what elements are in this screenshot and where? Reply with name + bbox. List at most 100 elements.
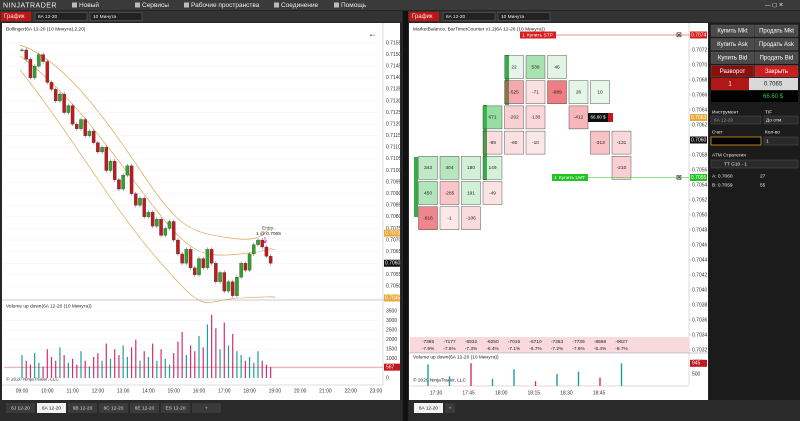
footprint-cell <box>525 130 546 155</box>
time-label: 09:00 <box>16 388 29 394</box>
chart-tab[interactable] <box>409 12 439 21</box>
footprint-value: -71 <box>532 89 539 95</box>
menu-item[interactable]: Рабочие пространства <box>191 1 260 9</box>
menu-item[interactable]: Сервисы <box>142 2 169 9</box>
candle <box>70 105 75 125</box>
candle <box>49 82 54 90</box>
order-button[interactable] <box>710 24 755 37</box>
order-button[interactable] <box>710 65 755 78</box>
instrument-select[interactable] <box>442 12 496 21</box>
order-button-label: Купить Bid <box>718 56 747 62</box>
candle <box>260 239 264 248</box>
volume-bar <box>198 335 200 378</box>
instrument-tab[interactable] <box>192 403 221 413</box>
volume-bar <box>164 358 166 378</box>
instrument-tab-label: 6A 12-20 <box>419 405 439 411</box>
footprint-cell <box>590 130 610 155</box>
interval-select[interactable] <box>89 12 143 21</box>
instrument-select[interactable] <box>710 115 762 125</box>
order-button[interactable] <box>754 65 799 78</box>
candle <box>197 258 201 275</box>
chart-tab[interactable] <box>1 12 31 21</box>
candle <box>37 54 41 67</box>
order-tag[interactable] <box>520 31 556 39</box>
instrument-tab[interactable] <box>6 403 35 413</box>
price-tick-label: 0.7150 <box>386 52 402 58</box>
volume-tick-label: 0 <box>386 375 389 381</box>
instrument-tab-label: 6J 12-20 <box>11 405 30 411</box>
order-cancel[interactable]: ⊠ <box>676 174 682 181</box>
qty-spinner[interactable] <box>763 136 799 146</box>
delta-pct: -7.1% <box>508 346 521 352</box>
price-tick-label: 0.7056 <box>692 167 708 173</box>
account-select[interactable] <box>710 136 762 146</box>
volume-bar <box>34 353 36 378</box>
price-marker-label: 0.7055 <box>691 175 707 181</box>
qty: 1 <box>766 138 769 144</box>
order-qty: 1 <box>522 32 525 38</box>
footprint-value: 671 <box>488 115 496 121</box>
window-controls[interactable]: — ▢ ✕ <box>765 2 784 8</box>
delta-pct: -7.6% <box>443 346 456 352</box>
menu-item[interactable]: Помощь <box>341 2 367 9</box>
order-button[interactable] <box>754 38 799 51</box>
delta-pct: -6.7% <box>529 346 542 352</box>
order-tag[interactable] <box>552 174 588 181</box>
instrument-tab[interactable] <box>414 403 443 413</box>
instrument-select[interactable] <box>34 12 88 21</box>
delta-pct: -7.3% <box>465 346 478 352</box>
order-button[interactable] <box>754 51 799 64</box>
footprint-cell <box>611 156 632 180</box>
delta-pct: -8.4% <box>594 346 607 352</box>
instrument-tab[interactable] <box>161 403 190 413</box>
delta-pct: -6.4% <box>486 346 499 352</box>
volume-bar <box>577 371 580 386</box>
label: TIF <box>765 109 772 115</box>
time-label: 12:00 <box>92 388 105 394</box>
volume-bar <box>118 355 120 378</box>
candle <box>91 130 96 143</box>
instrument-tab[interactable] <box>445 403 455 413</box>
order-cancel[interactable]: ⊠ <box>676 32 682 39</box>
footprint-value: -412 <box>574 115 584 121</box>
logo: NINJATRADER <box>3 2 57 9</box>
instrument-tab[interactable] <box>37 403 66 413</box>
tif-select[interactable] <box>763 115 799 125</box>
instrument-tab[interactable] <box>99 403 128 413</box>
back-arrow[interactable]: ← <box>368 28 377 38</box>
price-tick-label: 0.7044 <box>692 257 708 263</box>
volume-bar <box>177 341 179 378</box>
footprint-cell <box>504 55 524 79</box>
price-marker <box>384 294 400 302</box>
candle <box>176 239 180 255</box>
time-label: 21:00 <box>319 388 332 394</box>
interval-select[interactable] <box>497 12 551 21</box>
order-button[interactable] <box>710 38 755 51</box>
menu-item[interactable]: Новый <box>79 1 99 9</box>
volume-bar <box>105 343 107 378</box>
instrument-tab[interactable] <box>130 403 159 413</box>
candle <box>146 212 151 217</box>
footprint-cell <box>418 156 438 180</box>
instrument-tab[interactable] <box>68 403 97 413</box>
atm-select[interactable] <box>710 159 799 169</box>
volume-bar <box>76 364 78 378</box>
order-button[interactable] <box>710 51 755 64</box>
delta: -6932 <box>465 339 478 345</box>
candle <box>188 249 193 268</box>
instrument-tab-label: 6B 12-20 <box>73 405 93 411</box>
volume-bar <box>244 360 246 378</box>
volume-bar <box>42 366 44 378</box>
price-tick-label: 0.7064 <box>692 107 708 113</box>
order-button[interactable] <box>754 24 799 37</box>
candle <box>20 49 24 51</box>
price-marker <box>690 174 707 181</box>
menu-item[interactable]: Соединение <box>281 2 319 9</box>
volume-tick-label: 2500 <box>386 327 397 333</box>
footprint-value: 538 <box>531 64 539 70</box>
volume-bar <box>248 356 251 378</box>
candle <box>171 221 176 241</box>
candle <box>87 130 92 136</box>
